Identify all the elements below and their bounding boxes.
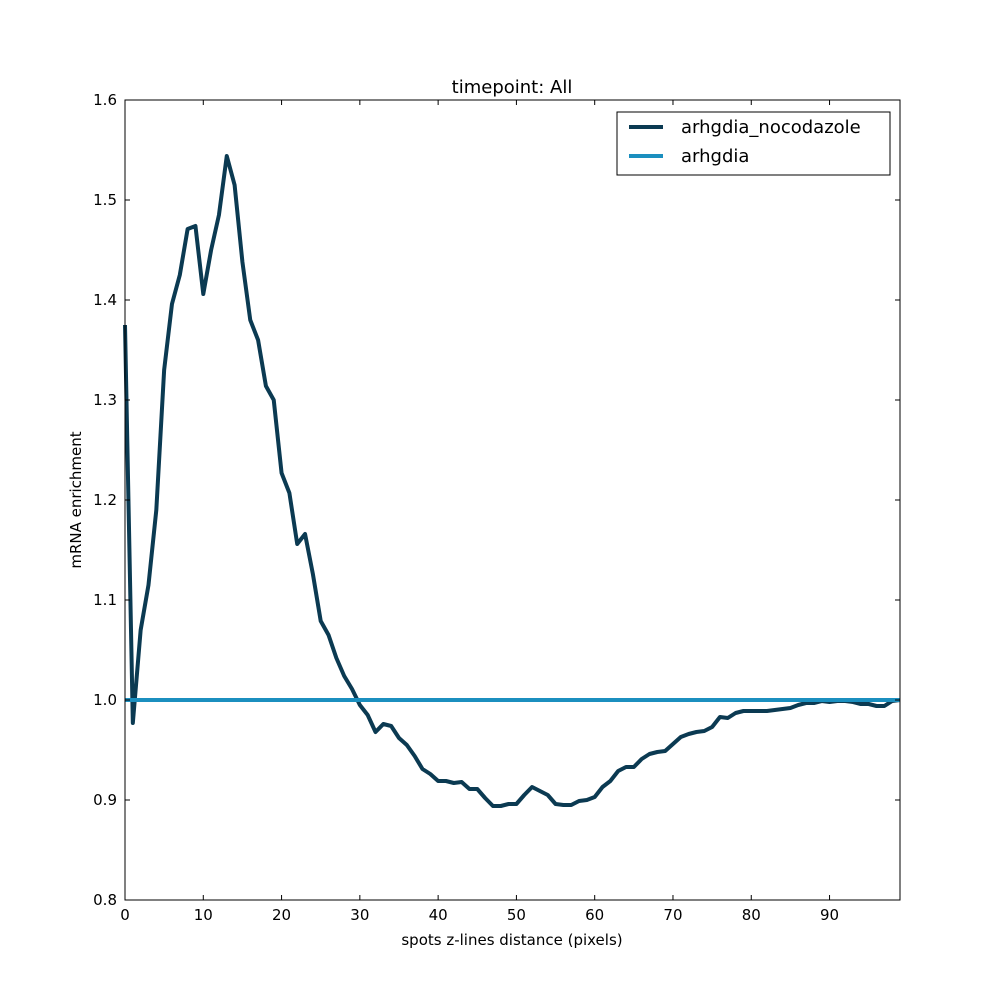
y-axis-title: mRNA enrichment bbox=[67, 431, 85, 568]
legend-label-arhgdia: arhgdia bbox=[681, 146, 749, 167]
x-tick-label: 40 bbox=[429, 906, 448, 924]
x-tick-label: 60 bbox=[585, 906, 604, 924]
y-tick-label: 1.5 bbox=[93, 191, 117, 209]
x-tick-label: 20 bbox=[272, 906, 291, 924]
y-tick-label: 1.2 bbox=[93, 491, 117, 509]
x-tick-label: 90 bbox=[820, 906, 839, 924]
legend-label-arhgdia-nocodazole: arhgdia_nocodazole bbox=[681, 117, 861, 138]
x-tick-label: 70 bbox=[663, 906, 682, 924]
ticks-layer: 0 10 20 30 40 50 60 70 80 90 0.8 0.9 1.0 1.1 1.2 1.3 1.4… bbox=[93, 91, 900, 924]
x-tick-label: 10 bbox=[194, 906, 213, 924]
legend: arhgdia_nocodazole arhgdia bbox=[616, 111, 891, 176]
y-tick-label: 1.4 bbox=[93, 291, 117, 309]
y-tick-label: 0.9 bbox=[93, 791, 117, 809]
legend-box bbox=[616, 111, 891, 176]
y-tick-label: 1.6 bbox=[93, 91, 117, 109]
chart-title: timepoint: All bbox=[452, 77, 573, 98]
x-tick-label: 80 bbox=[742, 906, 761, 924]
x-tick-label: 0 bbox=[120, 906, 130, 924]
y-tick-label: 1.3 bbox=[93, 391, 117, 409]
y-tick-label: 0.8 bbox=[93, 891, 117, 909]
x-tick-label: 50 bbox=[507, 906, 526, 924]
y-tick-label: 1.1 bbox=[93, 591, 117, 609]
y-tick-label: 1.0 bbox=[93, 691, 117, 709]
x-axis-title: spots z-lines distance (pixels) bbox=[401, 931, 622, 949]
series-layer bbox=[123, 154, 901, 808]
x-tick-label: 30 bbox=[350, 906, 369, 924]
series-line-arhgdia-nocodazole bbox=[123, 154, 901, 808]
plot-frame bbox=[124, 99, 901, 901]
